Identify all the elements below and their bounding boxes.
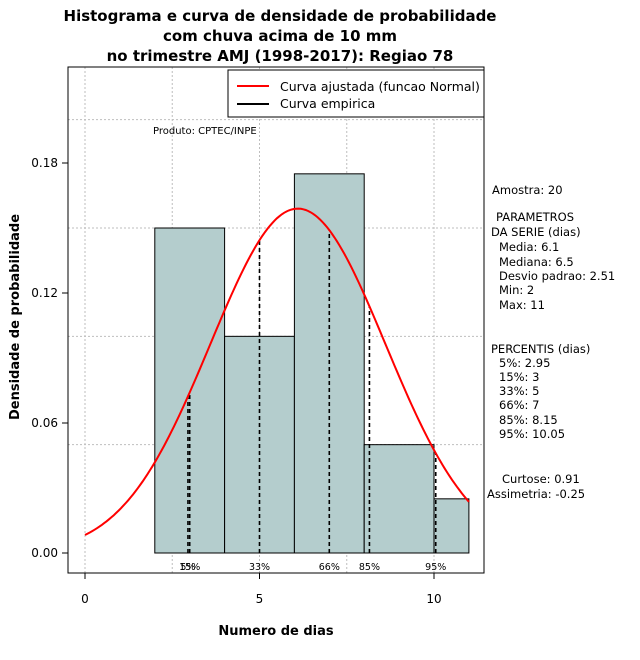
legend-label-fit: Curva ajustada (funcao Normal) — [280, 79, 480, 94]
axes-layer: 0.00 0.06 0.12 0.18 0 5 10 — [31, 156, 441, 606]
stat-desvio: Desvio padrao: 2.51 — [499, 269, 616, 283]
stat-p15: 15%: 3 — [499, 370, 540, 384]
stat-parametros-title: PARAMETROS — [496, 210, 575, 224]
legend: Curva ajustada (funcao Normal) Curva emp… — [227, 69, 485, 118]
percentile-label-3: 66% — [319, 562, 340, 573]
stat-media: Media: 6.1 — [499, 240, 560, 254]
fit-curve-layer — [84, 207, 470, 536]
percentile-label-0: 5% — [180, 562, 195, 573]
stat-p85: 85%: 8.15 — [499, 413, 558, 427]
percentile-label-4: 85% — [359, 562, 380, 573]
stat-p66: 66%: 7 — [499, 398, 540, 412]
percentile-label-2: 33% — [249, 562, 270, 573]
chart-title-line-1: Histograma e curva de densidade de proba… — [63, 7, 497, 25]
y-tick-label-2: 0.12 — [31, 286, 58, 300]
stat-p95: 95%: 10.05 — [499, 427, 566, 441]
y-axis-label: Densidade de probabilidade — [8, 213, 23, 420]
percentile-label-1: 15% — [179, 562, 200, 573]
stat-mediana: Mediana: 6.5 — [499, 255, 574, 269]
percentile-lines-layer: 5%15% 33% 66% 85% 95% — [179, 230, 446, 573]
histogram-bar-4 — [433, 498, 470, 554]
stat-min: Min: 2 — [499, 283, 535, 297]
chart-title-line-2: com chuva acima de 10 mm — [162, 27, 398, 45]
y-tick-label-3: 0.18 — [31, 156, 58, 170]
fit-curve-line — [84, 207, 470, 536]
legend-label-empirical: Curva empirica — [280, 96, 375, 111]
stat-max: Max: 11 — [499, 298, 545, 312]
x-tick-label-1: 5 — [256, 592, 264, 606]
histogram-bar-3 — [363, 444, 435, 554]
x-tick-label-2: 10 — [426, 592, 441, 606]
stat-assimetria: Assimetria: -0.25 — [487, 487, 586, 501]
stat-parametros-sub: DA SERIE (dias) — [491, 225, 581, 239]
x-axis-label: Numero de dias — [218, 624, 334, 639]
percentile-label-5: 95% — [425, 562, 446, 573]
chart-title-line-3: no trimestre AMJ (1998-2017): Regiao 78 — [106, 47, 454, 65]
y-tick-label-1: 0.06 — [31, 416, 58, 430]
stat-p33: 33%: 5 — [499, 384, 540, 398]
y-tick-label-0: 0.00 — [31, 546, 58, 560]
stat-p5: 5%: 2.95 — [499, 356, 551, 370]
legend-box — [227, 69, 485, 118]
stat-amostra: Amostra: 20 — [492, 183, 563, 197]
product-label: Produto: CPTEC/INPE — [153, 126, 257, 137]
x-tick-label-0: 0 — [81, 592, 89, 606]
stat-percentis-title: PERCENTIS (dias) — [491, 342, 591, 356]
stat-curtose: Curtose: 0.91 — [502, 472, 580, 486]
